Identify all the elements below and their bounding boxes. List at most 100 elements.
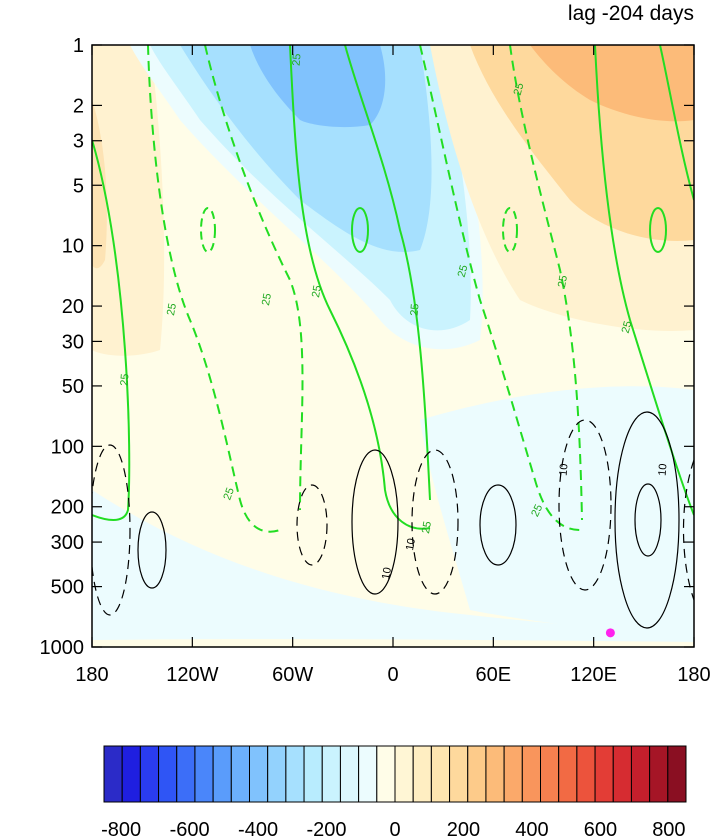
colorbar-swatch [630, 745, 651, 803]
black-contour-dashed-4 [558, 419, 612, 591]
colorbar-swatch [103, 745, 123, 803]
black-contour-solid-3 [479, 484, 517, 566]
colorbar-label: 200 [447, 819, 480, 838]
green-contour-dashed-2 [204, 45, 304, 511]
colorbar-label: -600 [170, 819, 210, 838]
colorbar-swatch [230, 745, 250, 803]
colorbar-swatch [358, 745, 378, 803]
black-contour-dashed-1 [92, 444, 131, 616]
colorbar-swatch [558, 745, 578, 803]
x-tick-label: 120W [166, 664, 218, 686]
contour-label-green: 25 [310, 284, 324, 298]
black-contour-dashed-2 [296, 484, 328, 566]
colorbar-swatch [285, 745, 305, 803]
y-tick-label: 10 [62, 236, 84, 258]
green-contour-small-solid-2 [649, 207, 667, 253]
black-contour-dashed-3 [411, 449, 459, 595]
green-contour-solid-4 [594, 45, 694, 516]
x-tick-label: 0 [387, 664, 398, 686]
shaded-field [92, 45, 694, 647]
field-right-orange-inner [530, 45, 694, 122]
x-tick-label: 60E [476, 664, 512, 686]
y-tick-label: 1000 [40, 637, 85, 659]
colorbar-label: 600 [584, 819, 617, 838]
y-tick-label: 20 [62, 296, 84, 318]
contour-label-green: 25 [119, 373, 132, 386]
chart-title: lag -204 days [568, 2, 694, 25]
field-right-cyan [420, 386, 694, 640]
colorbar-swatch [576, 745, 596, 803]
black-contour-solid-5 [634, 483, 662, 557]
colorbar-swatch [339, 745, 360, 803]
colorbar-swatch [485, 745, 505, 803]
contour-labels: 25 25 25 25 25 25 25 25 25 25 25 25 25 1… [119, 53, 670, 580]
y-tick-label: 200 [51, 497, 84, 519]
colorbar-swatch [503, 745, 523, 803]
colorbar-swatch [376, 745, 396, 803]
field-left-orange-outer [92, 45, 165, 356]
colorbar-labels: -800 -600 -400 -200 0 200 400 600 800 [101, 819, 685, 838]
green-contour-dashed-1 [147, 45, 281, 533]
colorbar-swatch [212, 745, 232, 803]
colorbar-swatch [521, 745, 541, 803]
contour-label-green: 25 [221, 486, 236, 502]
contour-label-green: 25 [456, 264, 471, 279]
x-axis: 180 120W 60W 0 60E 120E 180 [75, 45, 711, 686]
contour-label-green: 25 [529, 503, 545, 519]
contour-label-black: 10 [558, 463, 571, 476]
colorbar-label: -800 [101, 819, 141, 838]
contour-label-green: 25 [512, 82, 527, 97]
x-tick-label: 180 [75, 664, 108, 686]
green-contour-dashed-4 [509, 45, 583, 521]
y-tick-label: 1 [73, 35, 84, 57]
green-contour-solid-1 [92, 139, 131, 521]
green-contour-small-dashed-1 [200, 207, 216, 253]
contour-label-green: 25 [260, 292, 274, 306]
colorbar-swatch [394, 745, 414, 803]
contour-label-green: 25 [420, 520, 434, 534]
colorbar-label: 400 [515, 819, 548, 838]
colorbar-swatch [667, 745, 687, 803]
colorbar-swatch [540, 745, 560, 803]
contour-label-black: 10 [380, 566, 394, 580]
colorbar-swatch [321, 745, 341, 803]
contour-label-green: 25 [409, 303, 422, 316]
y-tick-label: 30 [62, 331, 84, 353]
green-contour-small-solid-1 [351, 207, 369, 253]
colorbar-label: 800 [652, 819, 685, 838]
contour-label-black: 10 [404, 537, 418, 551]
y-tick-label: 3 [73, 131, 84, 153]
black-contour-solid-1 [137, 511, 167, 589]
black-contour-solid-2 [351, 449, 399, 595]
green-contour-small-dashed-2 [502, 207, 518, 253]
colorbar-swatch [612, 745, 632, 803]
contour-label-black: 10 [657, 463, 670, 476]
colorbar-swatch [139, 745, 160, 803]
x-tick-label: 180 [677, 664, 710, 686]
contour-label-green: 25 [291, 53, 304, 66]
colorbar-swatch [158, 745, 178, 803]
colorbar-swatch [449, 745, 469, 803]
x-tick-label: 60W [272, 664, 313, 686]
y-tick-label: 100 [51, 436, 84, 458]
colorbar-label: 0 [389, 819, 400, 838]
y-tick-label: 500 [51, 577, 84, 599]
colorbar-swatch [303, 745, 323, 803]
contour-label-green: 25 [620, 320, 635, 335]
colorbar-swatch [194, 745, 214, 803]
green-contour-solid-5 [659, 45, 694, 201]
green-contour-solid-2 [289, 45, 431, 530]
contours [92, 45, 694, 629]
colorbar-swatch [649, 745, 669, 803]
green-contour-solid-3 [344, 45, 431, 501]
contour-label-green: 25 [165, 302, 179, 316]
colorbar-swatch [594, 745, 614, 803]
colorbar-swatch [430, 745, 451, 803]
contour-label-green: 25 [556, 274, 570, 288]
colorbar-swatch [249, 745, 269, 803]
colorbar-swatch [121, 745, 141, 803]
colorbar-label: -200 [307, 819, 347, 838]
black-contour-solid-4 [614, 411, 680, 629]
y-axis: 1 2 3 5 10 20 30 50 100 200 300 500 1000 [40, 35, 694, 659]
y-tick-label: 2 [73, 95, 84, 117]
